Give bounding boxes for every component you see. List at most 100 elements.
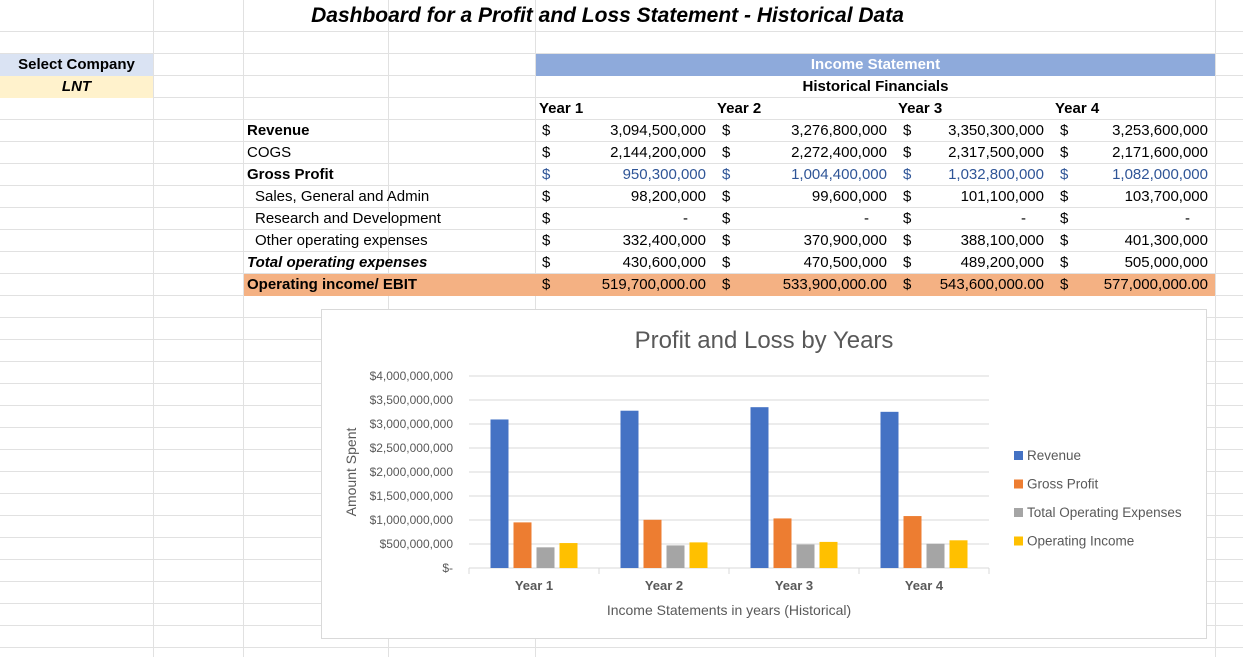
cell-value[interactable]: 1,032,800,000 <box>948 166 1044 183</box>
currency-symbol[interactable]: $ <box>903 166 912 183</box>
legend-label: Total Operating Expenses <box>1027 505 1182 520</box>
currency-symbol[interactable]: $ <box>722 210 731 227</box>
year-header[interactable]: Year 4 <box>1055 100 1100 117</box>
currency-symbol[interactable]: $ <box>1060 210 1069 227</box>
currency-symbol[interactable]: $ <box>542 254 551 271</box>
currency-symbol[interactable]: $ <box>903 188 912 205</box>
y-tick-label: $2,500,000,000 <box>370 441 454 455</box>
income-statement-header: Income Statement <box>536 54 1215 76</box>
y-tick-label: $- <box>442 561 453 575</box>
currency-symbol[interactable]: $ <box>542 122 551 139</box>
ebit-row-highlight <box>244 274 1215 296</box>
cell-value[interactable]: 577,000,000.00 <box>1103 276 1208 293</box>
cell-value[interactable]: 543,600,000.00 <box>939 276 1044 293</box>
cell-value[interactable]: 370,900,000 <box>803 232 887 249</box>
y-axis-title: Amount Spent <box>343 428 359 517</box>
cell-value[interactable]: 950,300,000 <box>622 166 706 183</box>
cell-value[interactable]: 519,700,000.00 <box>601 276 706 293</box>
currency-symbol[interactable]: $ <box>1060 188 1069 205</box>
cell-value[interactable]: 430,600,000 <box>622 254 706 271</box>
y-tick-label: $1,000,000,000 <box>370 513 454 527</box>
currency-symbol[interactable]: $ <box>1060 166 1069 183</box>
bar-gross-profit <box>903 516 922 568</box>
cell-value[interactable]: 505,000,000 <box>1124 254 1208 271</box>
y-tick-label: $2,000,000,000 <box>370 465 454 479</box>
cell-value[interactable]: - <box>1021 210 1026 227</box>
currency-symbol[interactable]: $ <box>542 144 551 161</box>
currency-symbol[interactable]: $ <box>903 144 912 161</box>
cell-value[interactable]: - <box>683 210 688 227</box>
row-label[interactable]: Operating income/ EBIT <box>247 276 418 293</box>
currency-symbol[interactable]: $ <box>722 144 731 161</box>
currency-symbol[interactable]: $ <box>722 254 731 271</box>
currency-symbol[interactable]: $ <box>542 188 551 205</box>
cell-value[interactable]: - <box>1185 210 1190 227</box>
currency-symbol[interactable]: $ <box>722 232 731 249</box>
row-label[interactable]: Research and Development <box>255 210 441 227</box>
currency-symbol[interactable]: $ <box>722 166 731 183</box>
y-tick-label: $3,500,000,000 <box>370 393 454 407</box>
cell-value[interactable]: 470,500,000 <box>803 254 887 271</box>
currency-symbol[interactable]: $ <box>903 122 912 139</box>
legend-label: Operating Income <box>1027 534 1134 549</box>
row-label[interactable]: Other operating expenses <box>255 232 428 249</box>
year-header[interactable]: Year 1 <box>539 100 584 117</box>
cell-value[interactable]: 2,317,500,000 <box>948 144 1044 161</box>
row-label[interactable]: Revenue <box>247 122 310 139</box>
cell-value[interactable]: 1,004,400,000 <box>791 166 887 183</box>
currency-symbol[interactable]: $ <box>542 166 551 183</box>
cell-value[interactable]: 98,200,000 <box>630 188 706 205</box>
select-company-label: Select Company <box>0 54 153 76</box>
bar-revenue <box>750 407 769 568</box>
select-company-value[interactable]: LNT <box>0 76 153 98</box>
currency-symbol[interactable]: $ <box>1060 144 1069 161</box>
row-label[interactable]: COGS <box>247 144 292 161</box>
legend-label: Revenue <box>1027 448 1081 463</box>
bar-total-operating-expenses <box>536 547 555 568</box>
currency-symbol[interactable]: $ <box>722 276 731 293</box>
cell-value[interactable]: 103,700,000 <box>1124 188 1208 205</box>
cell-value[interactable]: 99,600,000 <box>811 188 887 205</box>
currency-symbol[interactable]: $ <box>903 210 912 227</box>
year-header[interactable]: Year 3 <box>898 100 943 117</box>
currency-symbol[interactable]: $ <box>903 232 912 249</box>
currency-symbol[interactable]: $ <box>1060 122 1069 139</box>
currency-symbol[interactable]: $ <box>1060 232 1069 249</box>
cell-value[interactable]: 3,350,300,000 <box>948 122 1044 139</box>
cell-value[interactable]: 401,300,000 <box>1124 232 1208 249</box>
row-label[interactable]: Gross Profit <box>247 166 334 183</box>
cell-value[interactable]: 2,272,400,000 <box>791 144 887 161</box>
cell-value[interactable]: 388,100,000 <box>960 232 1044 249</box>
currency-symbol[interactable]: $ <box>542 232 551 249</box>
profit-loss-chart[interactable]: Profit and Loss by Years $- $500,000,000 $1… <box>321 309 1207 639</box>
cell-value[interactable]: 1,082,000,000 <box>1112 166 1208 183</box>
cell-value[interactable]: 3,276,800,000 <box>791 122 887 139</box>
bar-gross-profit <box>513 522 532 568</box>
x-tick-label: Year 3 <box>775 578 813 593</box>
row-label[interactable]: Sales, General and Admin <box>255 188 430 205</box>
currency-symbol[interactable]: $ <box>722 122 731 139</box>
x-tick-label: Year 4 <box>905 578 944 593</box>
currency-symbol[interactable]: $ <box>542 210 551 227</box>
cell-value[interactable]: 533,900,000.00 <box>782 276 887 293</box>
cell-value[interactable]: - <box>864 210 869 227</box>
year-header[interactable]: Year 2 <box>717 100 762 117</box>
cell-value[interactable]: 2,144,200,000 <box>610 144 706 161</box>
currency-symbol[interactable]: $ <box>542 276 551 293</box>
cell-value[interactable]: 2,171,600,000 <box>1112 144 1208 161</box>
cell-value[interactable]: 332,400,000 <box>622 232 706 249</box>
cell-value[interactable]: 3,094,500,000 <box>610 122 706 139</box>
legend-label: Gross Profit <box>1027 477 1099 492</box>
currency-symbol[interactable]: $ <box>903 276 912 293</box>
x-axis-title: Income Statements in years (Historical) <box>607 602 851 618</box>
y-tick-label: $500,000,000 <box>380 537 454 551</box>
currency-symbol[interactable]: $ <box>1060 254 1069 271</box>
cell-value[interactable]: 489,200,000 <box>960 254 1044 271</box>
cell-value[interactable]: 3,253,600,000 <box>1112 122 1208 139</box>
bar-operating-income <box>949 540 968 568</box>
currency-symbol[interactable]: $ <box>903 254 912 271</box>
cell-value[interactable]: 101,100,000 <box>960 188 1044 205</box>
row-label[interactable]: Total operating expenses <box>247 254 428 271</box>
currency-symbol[interactable]: $ <box>722 188 731 205</box>
currency-symbol[interactable]: $ <box>1060 276 1069 293</box>
